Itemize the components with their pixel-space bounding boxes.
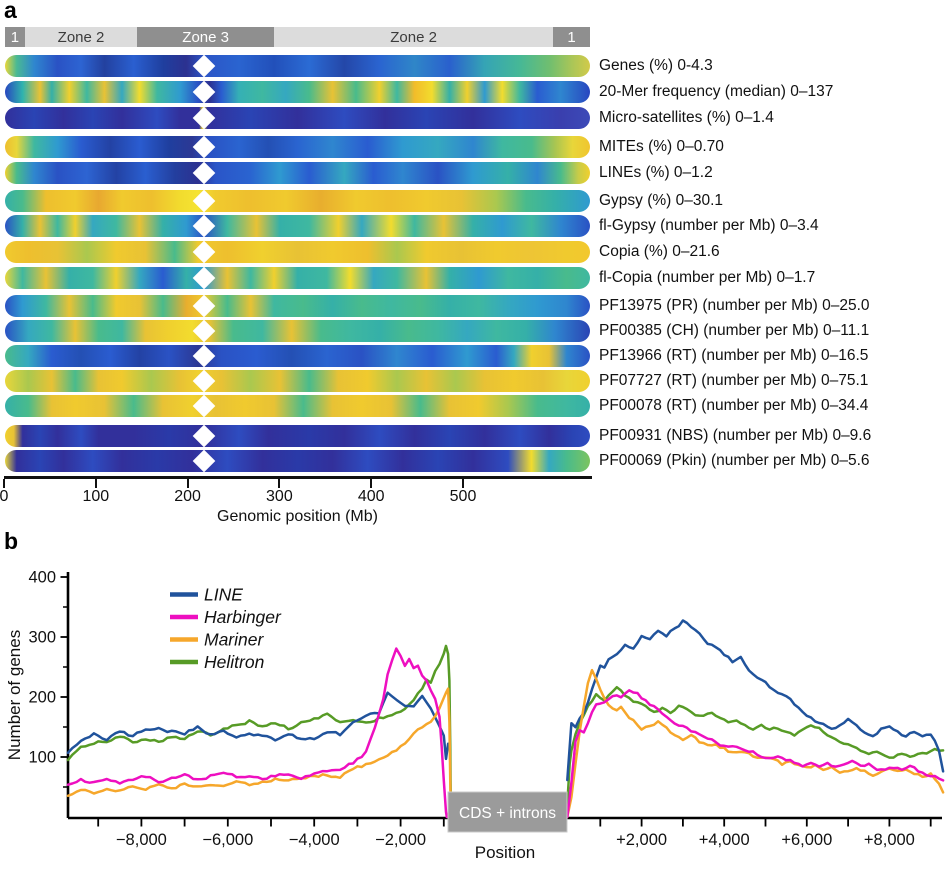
heatmap-track-7 [5,241,590,263]
heatmap-track-12 [5,370,590,392]
zone-segment-2: Zone 3 [137,27,275,47]
series-line-right [566,619,945,782]
axis-a-tick-label: 400 [357,488,385,505]
heatmap-track-14 [5,425,590,447]
track-label-1: 20-Mer frequency (median) 0–137 [599,83,834,100]
track-label-5: Gypsy (%) 0–30.1 [599,192,724,209]
axis-a-tick [94,479,97,488]
track-label-4: LINEs (%) 0–1.2 [599,164,713,181]
axis-a-tick [370,479,373,488]
track-label-11: PF13966 (RT) (number per Mb) 0–16.5 [599,347,869,364]
y-tick-label: 200 [28,689,56,707]
track-label-3: MITEs (%) 0–0.70 [599,138,724,155]
heatmap-track-1 [5,81,590,103]
x-tick-label: +4,000 [699,831,750,849]
panel-a-axis-title: Genomic position (Mb) [217,508,378,525]
heatmap-track-5 [5,190,590,212]
axis-a-tick-label: 100 [82,488,110,505]
series-helitron-right [566,685,945,806]
y-tick-label: 100 [28,749,56,767]
axis-a-tick-label: 0 [0,488,9,505]
x-axis-title: Position [475,843,535,862]
heatmap-track-10 [5,320,590,342]
legend-label-harbinger: Harbinger [204,607,282,627]
axis-a-tick-label: 300 [266,488,293,505]
zone-segment-3: Zone 2 [274,27,554,47]
panel-a-axis-line [4,476,592,479]
axis-a-tick-label: 200 [174,488,201,505]
heatmap-track-0 [5,55,590,77]
track-label-14: PF00931 (NBS) (number per Mb) 0–9.6 [599,427,872,444]
x-tick-label: −4,000 [289,831,340,849]
x-tick-label: −2,000 [375,831,426,849]
legend-label-line: LINE [204,585,243,605]
y-axis-title: Number of genes [5,630,24,760]
x-tick-label: −6,000 [202,831,253,849]
series-line-left [66,691,450,761]
cds-introns-label: CDS + introns [459,805,556,822]
track-label-0: Genes (%) 0-4.3 [599,57,713,74]
track-label-9: PF13975 (PR) (number per Mb) 0–25.0 [599,297,870,314]
heatmap-track-15 [5,450,590,472]
series-harbinger-left [66,647,449,819]
track-label-2: Micro-satellites (%) 0–1.4 [599,109,774,126]
y-tick-label: 300 [28,629,56,647]
legend-label-helitron: Helitron [204,652,264,672]
series-mariner-right [566,668,945,819]
series-mariner-left [66,687,453,819]
y-tick-label: 400 [28,569,56,587]
heatmap-track-6 [5,215,590,237]
track-label-7: Copia (%) 0–21.6 [599,243,720,260]
axis-a-tick [186,479,189,488]
axis-a-tick-label: 500 [449,488,477,505]
track-label-13: PF00078 (RT) (number per Mb) 0–34.4 [599,397,869,414]
heatmap-track-3 [5,136,590,158]
track-label-12: PF07727 (RT) (number per Mb) 0–75.1 [599,372,869,389]
panel-b-label: b [4,528,19,554]
heatmap-track-13 [5,395,590,417]
zone-segment-0: 1 [5,27,25,47]
heatmap-track-11 [5,345,590,367]
zone-segment-1: Zone 2 [24,27,138,47]
track-label-8: fl-Copia (number per Mb) 0–1.7 [599,269,816,286]
x-tick-label: −8,000 [116,831,167,849]
zone-segment-4: 1 [553,27,590,47]
x-tick-label: +6,000 [781,831,832,849]
axis-a-tick [3,479,5,488]
track-label-6: fl-Gypsy (number per Mb) 0–3.4 [599,217,819,234]
legend-label-mariner: Mariner [204,630,264,650]
series-harbinger-right [566,689,945,819]
axis-a-tick [278,479,281,488]
heatmap-track-2 [5,107,590,129]
x-tick-label: +2,000 [616,831,667,849]
cds-introns-box [447,791,568,833]
panel-a-label: a [4,0,17,23]
axis-a-tick [462,479,464,488]
track-label-10: PF00385 (CH) (number per Mb) 0–11.1 [599,322,870,339]
track-label-15: PF00069 (Pkin) (number per Mb) 0–5.6 [599,452,870,469]
heatmap-track-4 [5,162,590,184]
x-tick-label: +8,000 [864,831,915,849]
heatmap-track-9 [5,295,590,317]
heatmap-track-8 [5,267,590,289]
series-helitron-left [66,644,453,819]
